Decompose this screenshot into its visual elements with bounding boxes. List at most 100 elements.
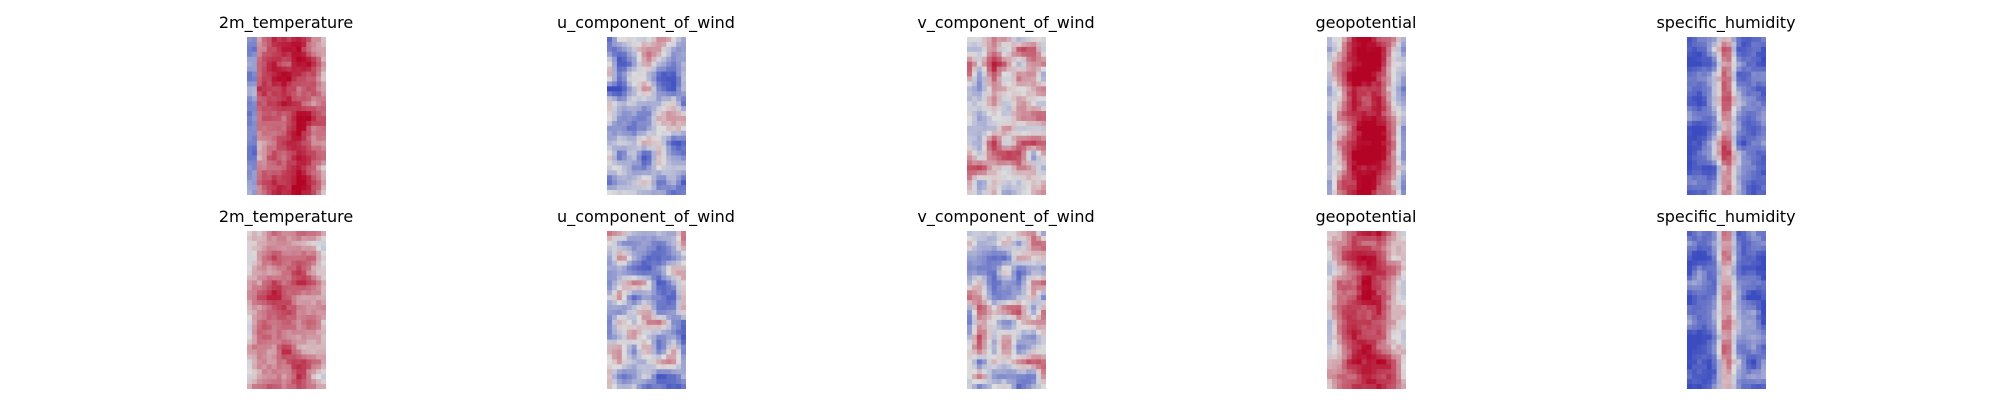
heatmap-cell xyxy=(1341,245,1348,252)
heatmap-cell xyxy=(1031,46,1037,53)
heatmap-cell xyxy=(1016,314,1022,321)
heatmap-cell xyxy=(1726,46,1732,53)
heatmap-cell xyxy=(1376,145,1382,152)
heatmap-cell xyxy=(1371,235,1377,242)
heatmap-panel xyxy=(1327,37,1406,195)
heatmap-cell xyxy=(1041,240,1046,247)
heatmap-cell xyxy=(1006,354,1012,360)
heatmap-cell xyxy=(1331,160,1338,166)
heatmap-cell xyxy=(676,275,682,281)
heatmap-cell xyxy=(1706,111,1713,117)
heatmap-cell xyxy=(1026,245,1032,252)
heatmap-cell xyxy=(671,349,677,355)
heatmap-cell xyxy=(611,260,618,267)
heatmap-cell xyxy=(1731,231,1737,237)
heatmap-cell xyxy=(321,354,326,360)
heatmap-cell xyxy=(1391,41,1397,48)
heatmap-cell xyxy=(1366,314,1372,321)
heatmap-cell xyxy=(1396,135,1402,142)
heatmap-cell xyxy=(256,379,263,385)
heatmap-cell xyxy=(1696,285,1703,291)
heatmap-cell xyxy=(1381,111,1387,117)
heatmap-cell xyxy=(991,285,998,291)
heatmap-cell xyxy=(1706,265,1713,271)
heatmap-cell xyxy=(641,329,647,336)
heatmap-cell xyxy=(286,285,292,291)
heatmap-cell xyxy=(1386,140,1392,147)
heatmap-cell xyxy=(636,295,643,301)
heatmap-cell xyxy=(986,165,993,171)
heatmap-cell xyxy=(1751,51,1757,58)
heatmap-cell xyxy=(256,135,263,142)
heatmap-cell xyxy=(1731,101,1737,107)
heatmap-cell xyxy=(641,290,647,296)
heatmap-cell xyxy=(1706,245,1713,252)
heatmap-cell xyxy=(1711,260,1718,267)
heatmap-cell xyxy=(1001,344,1007,350)
heatmap-cell xyxy=(291,369,297,375)
heatmap-cell xyxy=(661,379,667,385)
heatmap-cell xyxy=(1381,61,1387,68)
heatmap-cell xyxy=(1346,349,1353,355)
heatmap-cell xyxy=(636,116,643,122)
heatmap-cell xyxy=(661,231,667,237)
heatmap-cell xyxy=(1376,364,1382,370)
heatmap-cell xyxy=(1026,130,1032,137)
heatmap-cell xyxy=(1366,76,1372,82)
heatmap-cell xyxy=(991,270,998,276)
heatmap-cell xyxy=(1401,41,1406,48)
heatmap-cell xyxy=(281,285,287,291)
heatmap-cell xyxy=(981,319,988,326)
heatmap-cell xyxy=(311,91,317,97)
heatmap-svg xyxy=(1687,37,1766,195)
heatmap-cell xyxy=(1736,305,1742,311)
heatmap-cell xyxy=(1391,280,1397,286)
heatmap-cell xyxy=(1687,101,1693,107)
heatmap-cell xyxy=(681,359,686,365)
heatmap-cell xyxy=(247,56,253,63)
heatmap-cell xyxy=(676,334,682,341)
heatmap-cell xyxy=(321,170,326,176)
heatmap-cell xyxy=(1021,66,1027,73)
heatmap-cell xyxy=(321,130,326,137)
heatmap-cell xyxy=(1341,319,1348,326)
heatmap-cell xyxy=(1726,160,1732,166)
heatmap-cell xyxy=(1386,300,1392,306)
heatmap-cell xyxy=(1706,155,1713,161)
heatmap-cell xyxy=(616,125,623,132)
heatmap-cell xyxy=(676,96,682,102)
heatmap-cell xyxy=(1336,319,1343,326)
heatmap-cell xyxy=(1346,285,1353,291)
heatmap-cell xyxy=(1761,255,1766,262)
heatmap-cell xyxy=(986,46,993,53)
heatmap-cell xyxy=(1346,76,1353,82)
heatmap-cell xyxy=(1031,76,1037,82)
heatmap-cell xyxy=(301,300,307,306)
heatmap-cell xyxy=(986,135,993,142)
heatmap-cell xyxy=(666,290,672,296)
heatmap-cell xyxy=(1386,285,1392,291)
heatmap-cell xyxy=(311,160,317,166)
heatmap-cell xyxy=(666,305,672,311)
heatmap-cell xyxy=(1371,190,1377,195)
heatmap-cell xyxy=(1751,91,1757,97)
heatmap-cell xyxy=(661,324,667,331)
heatmap-cell xyxy=(1011,106,1017,112)
heatmap-cell xyxy=(276,329,283,336)
heatmap-cell xyxy=(661,106,667,112)
heatmap-cell xyxy=(291,250,297,257)
heatmap-cell xyxy=(1696,165,1703,171)
heatmap-cell xyxy=(991,260,998,267)
heatmap-cell xyxy=(641,101,647,107)
heatmap-cell xyxy=(661,300,667,306)
heatmap-cell xyxy=(1346,51,1353,58)
heatmap-cell xyxy=(1011,280,1017,286)
heatmap-cell xyxy=(1356,364,1363,370)
heatmap-cell xyxy=(626,61,633,68)
heatmap-cell xyxy=(1341,329,1348,336)
heatmap-cell xyxy=(676,175,682,181)
heatmap-cell xyxy=(631,41,638,48)
heatmap-cell xyxy=(1741,231,1747,237)
heatmap-cell xyxy=(611,175,618,181)
heatmap-cell xyxy=(676,145,682,152)
